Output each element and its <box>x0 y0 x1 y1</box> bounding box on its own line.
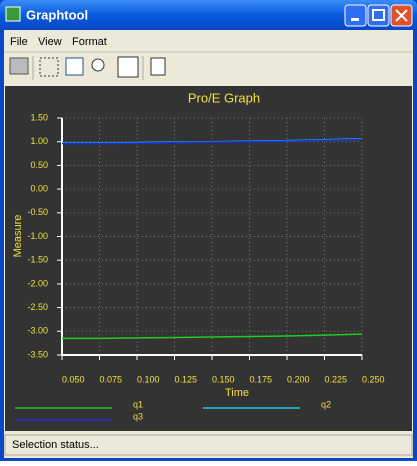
x-tick-label: 0.225 <box>325 374 348 384</box>
chart-title: Pro/E Graph <box>188 90 260 105</box>
x-tick-label: 0.125 <box>175 374 198 384</box>
window-title: Graphtool <box>26 7 88 22</box>
minimize-icon <box>351 18 359 21</box>
y-tick-label: 1.50 <box>30 112 48 122</box>
y-tick-label: -2.00 <box>27 278 48 288</box>
y-tick-label: -3.00 <box>27 326 48 336</box>
status-text: Selection status... <box>12 439 99 451</box>
report-button[interactable] <box>150 57 166 76</box>
y-tick-label: -2.50 <box>27 302 48 312</box>
print-button[interactable] <box>9 57 29 75</box>
y-tick-label: -1.50 <box>27 255 48 265</box>
close-icon <box>395 9 408 22</box>
grid-button[interactable] <box>39 57 59 77</box>
y-tick-label: 0.50 <box>30 160 48 170</box>
x-tick-label: 0.050 <box>62 374 85 384</box>
series-line <box>62 333 363 340</box>
y-tick-label: -3.50 <box>27 349 48 359</box>
app-icon <box>5 6 21 22</box>
y-tick-label: 0.00 <box>30 183 48 193</box>
zoom-fit-button[interactable] <box>117 56 139 78</box>
legend-label: q2 <box>321 399 331 409</box>
edit-button[interactable] <box>65 57 84 76</box>
x-tick-label: 0.250 <box>362 374 385 384</box>
x-tick-label: 0.150 <box>212 374 235 384</box>
chart: Pro/E Graph 1.50 1.00 0.50 0.00 -0.50 -1.00 -1.… <box>12 90 385 421</box>
toolbar <box>9 56 166 80</box>
legend-label: q1 <box>133 399 143 409</box>
maximize-button[interactable] <box>367 4 390 27</box>
y-axis-label: Measure <box>12 215 24 258</box>
status-bar <box>4 434 413 456</box>
legend-label: q3 <box>133 411 143 421</box>
series-line <box>62 138 363 145</box>
menu-item[interactable]: View <box>38 36 62 48</box>
y-tick-label: -0.50 <box>27 207 48 217</box>
x-tick-label: 0.100 <box>137 374 160 384</box>
x-tick-label: 0.200 <box>287 374 310 384</box>
x-tick-label: 0.075 <box>100 374 123 384</box>
title-bar <box>0 0 417 30</box>
y-tick-label: 1.00 <box>30 136 48 146</box>
zoom-button[interactable] <box>91 58 105 72</box>
menu-item[interactable]: Format <box>72 36 107 48</box>
y-tick-label: -1.00 <box>27 231 48 241</box>
maximize-icon <box>372 9 385 21</box>
minimize-button[interactable] <box>344 4 367 27</box>
menu-item[interactable]: File <box>10 36 28 48</box>
x-tick-label: 0.175 <box>250 374 273 384</box>
x-axis-label: Time <box>225 387 249 399</box>
